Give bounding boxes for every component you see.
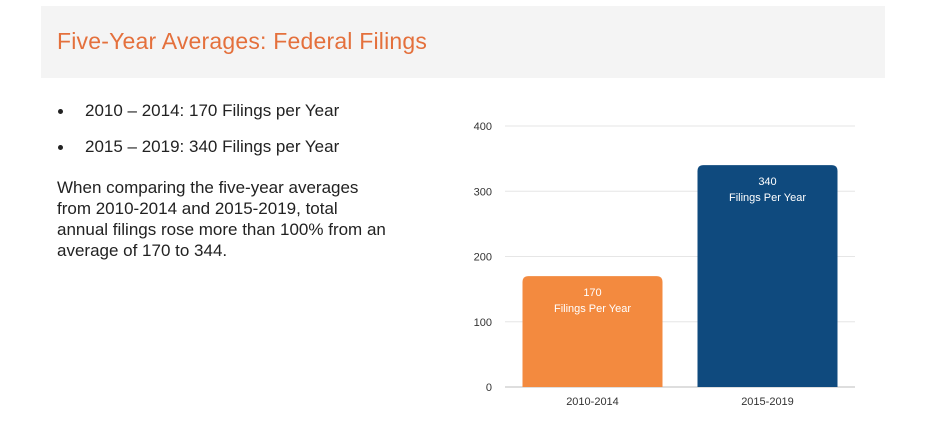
page-title: Five-Year Averages: Federal Filings bbox=[57, 28, 428, 54]
y-tick-label: 200 bbox=[474, 252, 492, 264]
y-tick-label: 100 bbox=[474, 317, 492, 329]
x-tick-label: 2010-2014 bbox=[566, 396, 619, 408]
data-label: Filings Per Year bbox=[729, 192, 806, 204]
data-label: Filings Per Year bbox=[554, 303, 631, 315]
data-label: 340 bbox=[758, 176, 776, 188]
bullet-text: 2010 – 2014: 170 Filings per Year bbox=[85, 101, 340, 120]
y-tick-label: 0 bbox=[486, 382, 492, 394]
y-tick-label: 300 bbox=[474, 186, 492, 198]
x-tick-label: 2015-2019 bbox=[741, 396, 794, 408]
data-label: 170 bbox=[583, 287, 601, 299]
bar-chart: 0 100 200 300 400 170 Filings Per Year 2010-201… bbox=[474, 121, 855, 408]
bullet-list: 2010 – 2014: 170 Filings per Year 2015 –… bbox=[57, 100, 417, 172]
bullet-text: 2015 – 2019: 340 Filings per Year bbox=[85, 137, 340, 156]
bullet-dot-icon bbox=[58, 109, 63, 114]
bullet-item: 2010 – 2014: 170 Filings per Year bbox=[57, 100, 417, 122]
summary-paragraph: When comparing the five-year averages fr… bbox=[57, 178, 386, 260]
bullet-dot-icon bbox=[58, 145, 63, 150]
bar bbox=[522, 276, 663, 387]
bullet-item: 2015 – 2019: 340 Filings per Year bbox=[57, 136, 417, 158]
header-band: Five-Year Averages: Federal Filings bbox=[41, 6, 885, 78]
y-tick-label: 400 bbox=[474, 121, 492, 133]
bar bbox=[697, 165, 838, 387]
